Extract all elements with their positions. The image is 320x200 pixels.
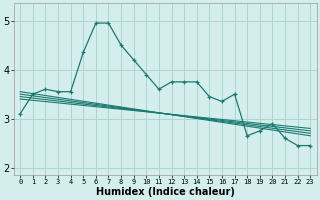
X-axis label: Humidex (Indice chaleur): Humidex (Indice chaleur) bbox=[96, 187, 235, 197]
